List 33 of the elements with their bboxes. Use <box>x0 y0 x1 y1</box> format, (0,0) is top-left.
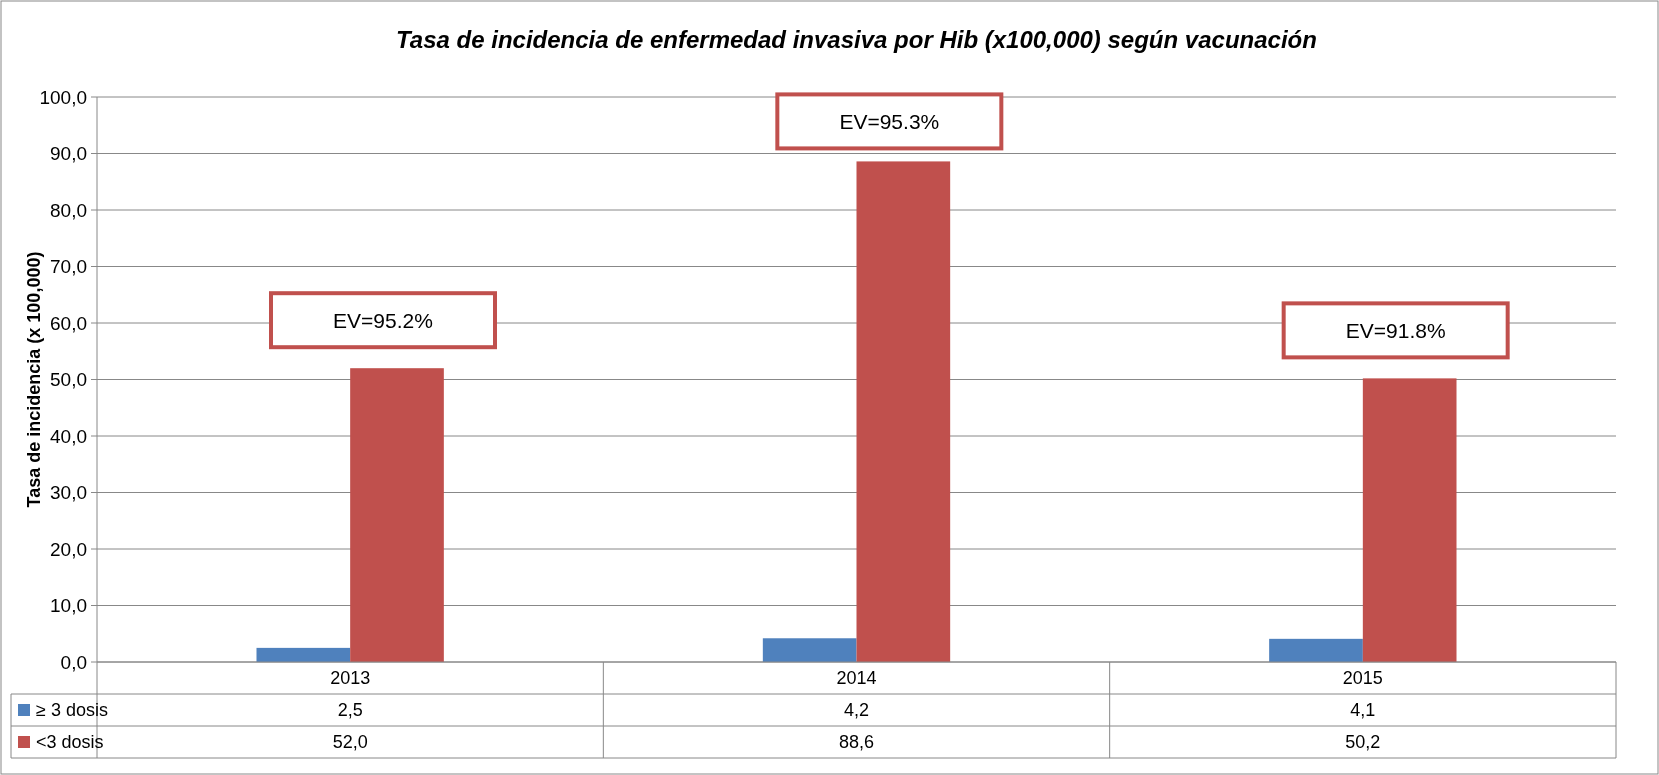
data-label: 52,0 <box>332 732 368 753</box>
annotation: EV=95.3% <box>839 109 940 133</box>
y-tick-label: 60,0 <box>50 312 87 334</box>
bar <box>856 161 951 662</box>
y-axis-title: Tasa de incidencia (x 100,000) <box>24 251 44 508</box>
annotation: EV=95.2% <box>333 308 433 332</box>
y-tick-label: 0,0 <box>60 651 87 673</box>
x-tick-label: 2015 <box>1342 668 1383 689</box>
bar <box>256 647 351 662</box>
y-tick-label: 30,0 <box>50 482 87 504</box>
data-label: 2,5 <box>337 700 363 721</box>
chart-title: Tasa de incidencia de enfermedad invasiva por Hib (x100,000) según vacunación <box>396 26 1317 53</box>
bar <box>762 638 857 662</box>
y-tick-label: 20,0 <box>50 538 87 560</box>
data-label: 88,6 <box>838 732 875 753</box>
data-label: 4,1 <box>1350 700 1376 721</box>
legend-label: ≥ 3 dosis <box>36 700 108 721</box>
x-tick-label: 2013 <box>330 668 371 689</box>
data-label: 4,2 <box>843 700 870 721</box>
y-tick-label: 100,0 <box>39 86 87 108</box>
annotation: EV=91.8% <box>1345 318 1446 342</box>
y-tick-label: 50,0 <box>50 369 87 391</box>
y-tick-label: 90,0 <box>50 143 87 165</box>
bar <box>1362 378 1457 662</box>
bar <box>1269 638 1363 662</box>
legend-label: <3 dosis <box>36 732 104 753</box>
y-tick-label: 80,0 <box>50 199 87 221</box>
bar <box>350 368 444 662</box>
x-tick-label: 2014 <box>836 668 877 689</box>
y-tick-label: 10,0 <box>50 595 87 617</box>
y-tick-label: 70,0 <box>50 256 87 278</box>
y-tick-label: 40,0 <box>50 425 87 447</box>
data-label: 50,2 <box>1345 732 1381 753</box>
